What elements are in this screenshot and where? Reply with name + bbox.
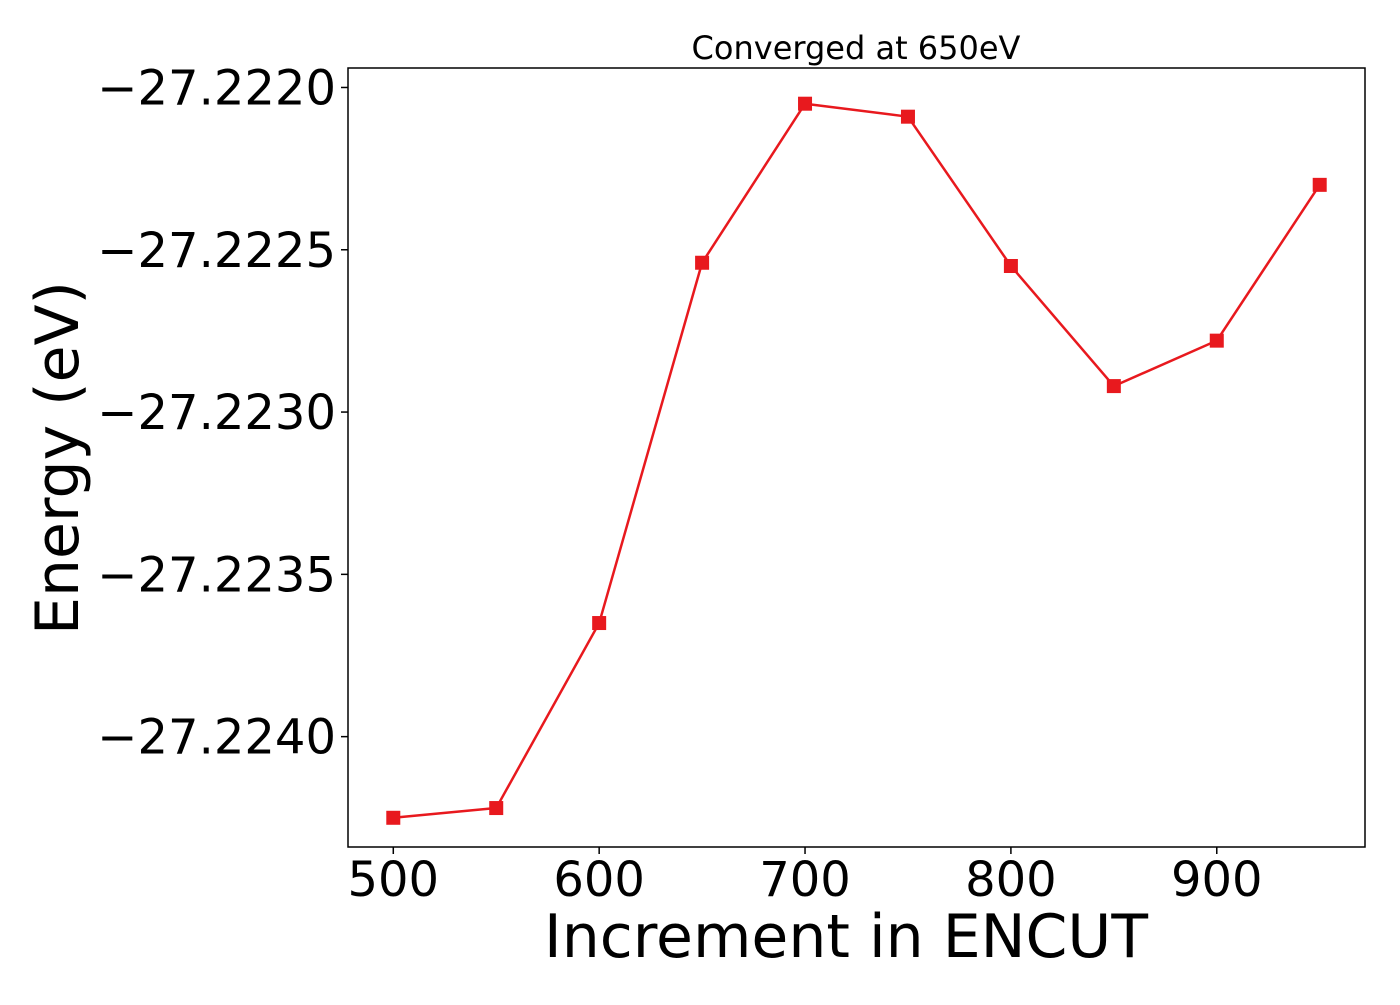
x-axis-ticks: 500 600 700 800 900 [347, 847, 1263, 908]
plot-area-frame [347, 67, 1366, 848]
data-point-marker [900, 109, 915, 124]
y-tick-label: −27.2225 [97, 223, 336, 279]
y-tick-label: −27.2240 [97, 710, 336, 766]
data-point-marker [1209, 333, 1224, 348]
data-point-marker [1003, 258, 1018, 273]
x-tick-label: 700 [759, 852, 851, 908]
data-point-marker [489, 801, 504, 816]
y-tick-label: −27.2230 [97, 385, 336, 441]
y-axis-label: Energy (eV) [23, 281, 93, 635]
data-point-marker [1106, 379, 1121, 394]
data-point-marker [386, 810, 401, 825]
x-tick-label: 600 [553, 852, 645, 908]
x-tick-label: 500 [347, 852, 439, 908]
series-layer [386, 96, 1327, 825]
data-point-marker [1312, 177, 1327, 192]
series-line [393, 102, 1321, 820]
data-point-marker [798, 96, 813, 111]
chart-title: Converged at 650eV [692, 29, 1021, 67]
x-axis-label: Increment in ENCUT [544, 902, 1148, 972]
y-tick-label: −27.2220 [97, 60, 336, 116]
y-tick-label: −27.2235 [97, 547, 336, 603]
x-tick-label: 800 [965, 852, 1057, 908]
y-axis-ticks: −27.2220 −27.2225 −27.2230 −27.2235 −27.2240 [97, 60, 348, 766]
data-point-marker [695, 255, 710, 270]
x-tick-label: 900 [1171, 852, 1263, 908]
data-point-marker [592, 616, 607, 631]
